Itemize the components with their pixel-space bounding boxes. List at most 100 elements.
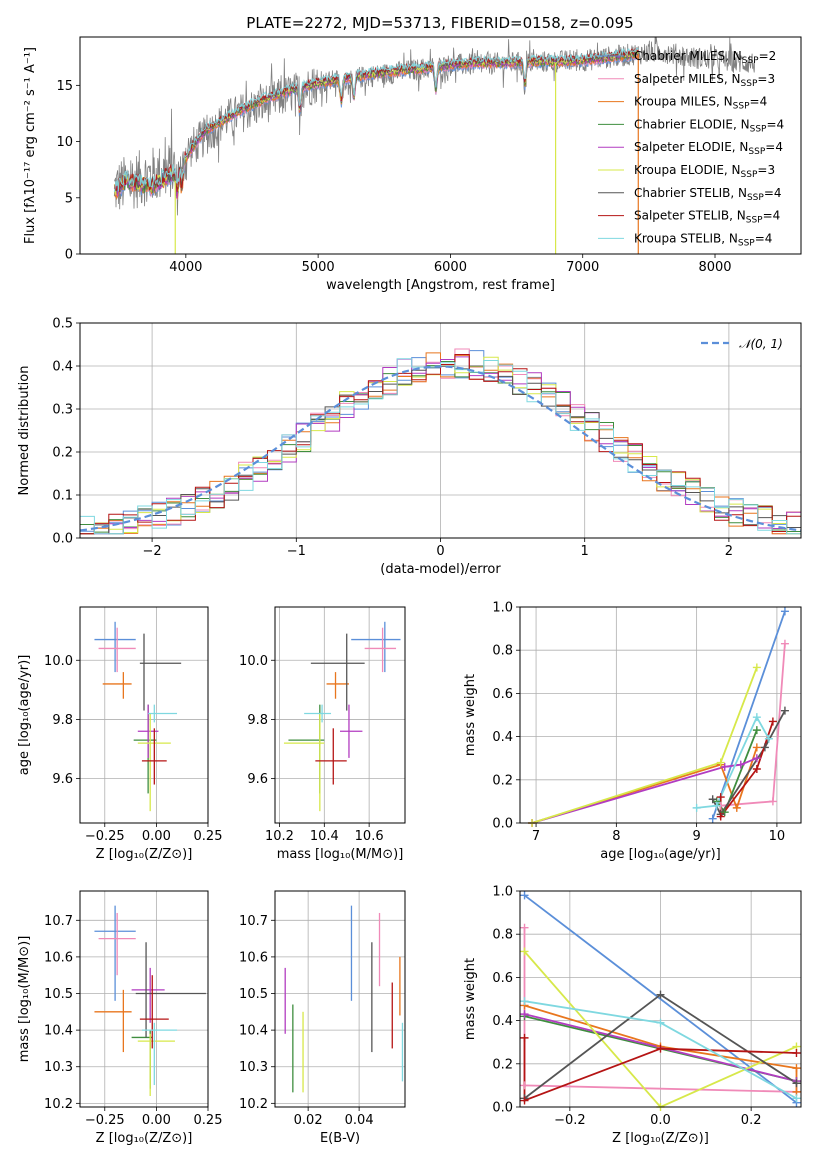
y-tick-label: 0.8 bbox=[492, 928, 513, 943]
x-tick-label: 8 bbox=[612, 829, 620, 844]
weight-marker bbox=[752, 713, 761, 722]
age-vs-mass-panel: 10.2 10.4 10.6 9.6 9.8 10.0 mass [log₁₀(M/M⊙)] bbox=[239, 606, 406, 862]
legend-label-text: Kroupa STELIB, N bbox=[634, 231, 738, 245]
weight-marker bbox=[712, 801, 721, 810]
legend-label-text: Kroupa ELODIE, N bbox=[634, 163, 741, 177]
weight-marker bbox=[780, 706, 789, 715]
weight-marker bbox=[792, 1079, 801, 1088]
weight-marker bbox=[780, 607, 789, 616]
legend-label-sub: SSP bbox=[741, 79, 758, 89]
y-tick-label: 1.0 bbox=[492, 885, 513, 900]
legend-label: 𝒩(0, 1) bbox=[739, 337, 783, 351]
y-tick-label: 10.4 bbox=[239, 1024, 268, 1039]
x-tick-label: 0.25 bbox=[194, 1113, 223, 1128]
x-axis-label: age [log₁₀(age/yr)] bbox=[600, 847, 721, 862]
mass-vs-ebv-panel: 0.02 0.04 10.2 10.3 10.4 10.5 10.6 10.7 E(B-V) bbox=[239, 890, 406, 1146]
y-tick-label: 10.5 bbox=[239, 987, 268, 1002]
x-tick-label: 8000 bbox=[698, 260, 731, 275]
legend-label-text: Chabrier STELIB, N bbox=[634, 186, 747, 200]
weight-line-chabrier-miles bbox=[523, 894, 798, 1104]
y-tick-label: 10.3 bbox=[44, 1060, 73, 1075]
weight-line-kroupa-elodie bbox=[531, 667, 758, 823]
y-tick-label: 10.0 bbox=[239, 654, 268, 669]
weight-marker bbox=[716, 793, 725, 802]
weight-marker bbox=[752, 765, 761, 773]
y-tick-label: 9.6 bbox=[52, 772, 73, 787]
legend-label: Kroupa ELODIE, NSSP=3 bbox=[634, 163, 775, 180]
weight-marker bbox=[520, 1096, 529, 1105]
x-tick-label: 0 bbox=[436, 544, 444, 559]
x-tick-label: 7000 bbox=[566, 260, 599, 275]
legend-label: Chabrier MILES, NSSP=2 bbox=[634, 49, 776, 66]
legend-label: Kroupa STELIB, NSSP=4 bbox=[634, 231, 772, 248]
weight-marker bbox=[792, 1049, 801, 1057]
legend-label-tail: =3 bbox=[757, 72, 775, 86]
legend-label-tail: =4 bbox=[764, 186, 782, 200]
legend-label: Chabrier STELIB, NSSP=4 bbox=[634, 186, 782, 203]
y-tick-label: 9.8 bbox=[52, 713, 73, 728]
x-tick-label: −1 bbox=[287, 544, 306, 559]
x-axis-label: wavelength [Angstrom, rest frame] bbox=[326, 278, 555, 293]
y-tick-label: 10.3 bbox=[239, 1060, 268, 1075]
x-axis-label: E(B-V) bbox=[320, 1131, 360, 1146]
legend-label-tail: =4 bbox=[755, 231, 773, 245]
weight-marker bbox=[520, 997, 529, 1006]
y-tick-label: 0.6 bbox=[492, 971, 513, 986]
y-tick-label: 5 bbox=[65, 191, 73, 206]
legend-label-sub: SSP bbox=[741, 170, 758, 180]
axes-frame bbox=[79, 606, 209, 824]
axes-frame bbox=[274, 890, 406, 1108]
y-tick-label: 0.3 bbox=[52, 403, 73, 418]
weight-marker bbox=[736, 760, 745, 769]
y-tick-label: 0.4 bbox=[492, 1014, 513, 1029]
weight-marker bbox=[520, 1081, 529, 1090]
axes-frame bbox=[79, 322, 802, 539]
legend-label: Salpeter MILES, NSSP=3 bbox=[634, 72, 775, 89]
x-tick-label: 10.2 bbox=[265, 829, 294, 844]
spectrum-panel: 4000 5000 6000 7000 8000 0 5 10 15 wavelength [An… bbox=[23, 36, 802, 293]
plot-area bbox=[520, 607, 801, 823]
weight-marker bbox=[720, 762, 729, 771]
y-tick-label: 10.0 bbox=[44, 654, 73, 669]
x-tick-label: 0.00 bbox=[142, 1113, 171, 1128]
weight-line-kroupa-stelib bbox=[696, 715, 770, 809]
x-tick-label: 5000 bbox=[302, 260, 335, 275]
plot-area bbox=[275, 607, 405, 823]
y-tick-label: 10.6 bbox=[239, 950, 268, 965]
x-tick-label: 10 bbox=[769, 829, 786, 844]
plot-area bbox=[113, 37, 756, 254]
weight-line-salpeter-stelib bbox=[523, 1037, 797, 1102]
axes-frame bbox=[79, 890, 209, 1108]
y-tick-label: 0.8 bbox=[492, 644, 513, 659]
x-axis-label: (data-model)/error bbox=[380, 562, 501, 577]
y-tick-label: 10 bbox=[56, 135, 73, 150]
weight-marker bbox=[792, 1064, 801, 1073]
x-tick-label: 4000 bbox=[169, 260, 202, 275]
legend-label-tail: =4 bbox=[750, 95, 768, 109]
legend-label: Salpeter ELODIE, NSSP=4 bbox=[634, 140, 783, 157]
legend-label-sub: SSP bbox=[747, 193, 764, 203]
x-tick-label: 2 bbox=[725, 544, 733, 559]
plot-area bbox=[80, 607, 208, 823]
y-tick-label: 0.2 bbox=[492, 1057, 513, 1072]
y-tick-label: 10.5 bbox=[44, 987, 73, 1002]
legend-label-text: Kroupa MILES, N bbox=[634, 95, 733, 109]
y-tick-label: 0.4 bbox=[492, 730, 513, 745]
x-tick-label: −2 bbox=[143, 544, 162, 559]
x-tick-label: 7 bbox=[532, 829, 540, 844]
y-tick-label: 10.2 bbox=[44, 1097, 73, 1112]
plot-area bbox=[275, 891, 405, 1107]
figure-title: PLATE=2272, MJD=53713, FIBERID=0158, z=0… bbox=[246, 14, 633, 32]
legend-label-tail: =4 bbox=[766, 117, 784, 131]
legend-label-sub: SSP bbox=[746, 216, 763, 226]
y-axis-label: Normed distribution bbox=[17, 366, 32, 496]
y-axis-label: mass [log₁₀(M/M⊙)] bbox=[17, 936, 32, 1063]
legend-label-sub: SSP bbox=[748, 147, 765, 157]
weight-marker bbox=[732, 803, 741, 812]
x-tick-label: 0.25 bbox=[194, 829, 223, 844]
y-axis-label: mass weight bbox=[463, 674, 478, 756]
x-tick-label: −0.25 bbox=[85, 1113, 125, 1128]
weight-line-chabrier-miles bbox=[711, 611, 786, 819]
weight-marker bbox=[768, 717, 777, 726]
